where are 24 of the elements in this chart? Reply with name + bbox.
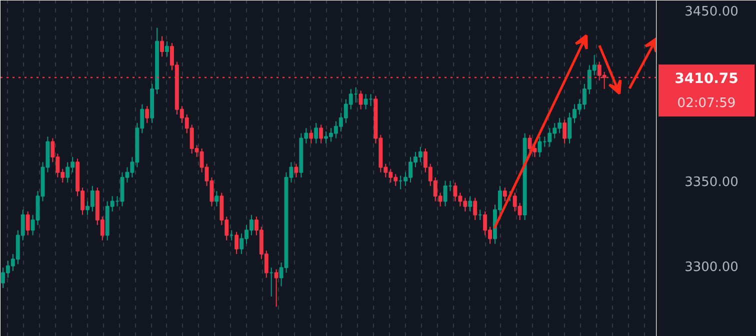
candlestick [314, 122, 318, 144]
candlestick [26, 210, 30, 236]
candlestick [319, 124, 324, 144]
candlestick [538, 136, 542, 158]
candlestick [160, 36, 164, 58]
ref-line-label: 3410.75 [674, 70, 738, 87]
candlestick [468, 196, 472, 212]
y-tick-label: 3450.00 [684, 4, 738, 20]
candlestick [145, 105, 150, 124]
candlestick [473, 197, 478, 220]
candlestick [214, 190, 219, 207]
candlestick [358, 90, 363, 110]
y-tick-label: 3300.00 [684, 260, 738, 275]
candlestick [562, 119, 567, 144]
candlestick [294, 163, 298, 178]
candlestick [443, 180, 448, 207]
candlestick [364, 94, 368, 110]
y-tick-label: 3350.00 [684, 174, 738, 190]
text: 02:07:59 [677, 96, 736, 111]
candlestick [164, 40, 169, 58]
candlestick [309, 129, 314, 144]
candlestick [274, 268, 278, 308]
candlestick [234, 231, 239, 254]
candlestick [502, 187, 507, 202]
